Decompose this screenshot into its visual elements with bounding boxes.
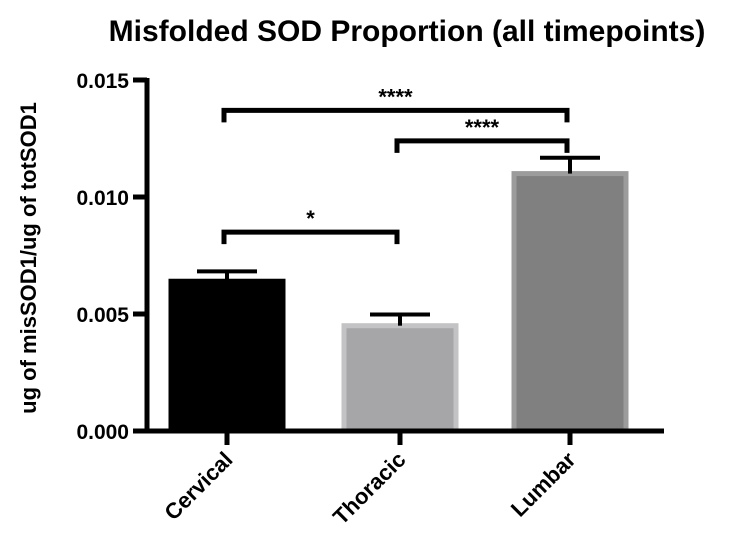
y-axis-label: ug of misSOD1/ug of totSOD1 <box>16 102 41 414</box>
x-tick-label-cervical: Cervical <box>159 447 237 525</box>
bar-thoracic <box>341 323 459 434</box>
significance-label: * <box>306 206 315 231</box>
bar-lumbar <box>511 171 629 434</box>
x-tick-label-lumbar: Lumbar <box>506 447 581 522</box>
plot-area: 0.000 0.005 0.010 0.015 Cervical Thoracic Lumb… <box>76 70 664 529</box>
significance-label: **** <box>378 84 413 109</box>
y-tick-label: 0.010 <box>76 187 129 210</box>
bar-cervical <box>168 278 286 434</box>
y-tick-label: 0.000 <box>76 421 129 444</box>
chart-title: Misfolded SOD Proportion (all timepoints… <box>109 15 706 48</box>
significance-bracket <box>394 138 570 153</box>
significance-bracket <box>221 107 570 123</box>
significance-bracket <box>221 229 400 245</box>
x-tick-label-thoracic: Thoracic <box>328 447 411 530</box>
y-tick-label: 0.005 <box>76 304 129 327</box>
significance-label: **** <box>465 115 500 140</box>
y-tick-label: 0.015 <box>76 70 129 93</box>
